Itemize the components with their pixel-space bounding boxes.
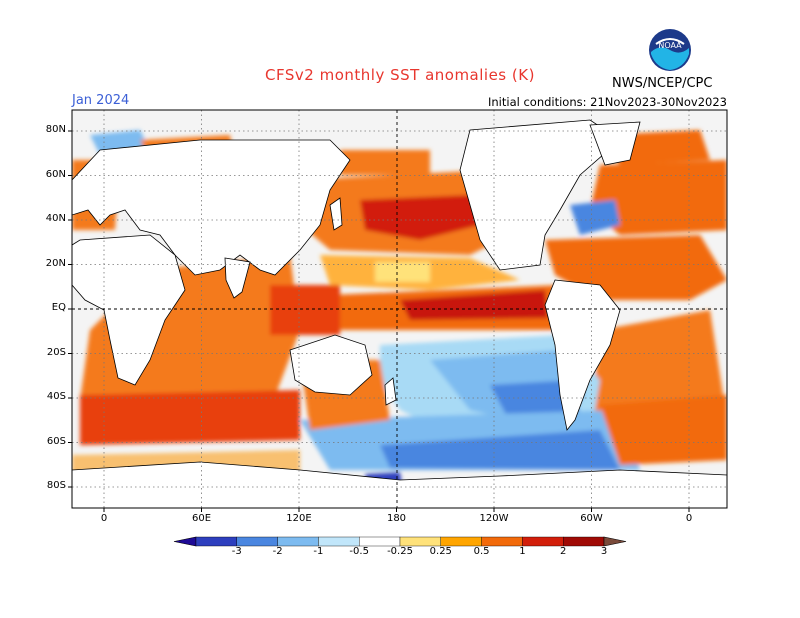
colorbar-label: -3	[231, 546, 242, 557]
anomaly-bering	[340, 150, 430, 175]
colorbar-box	[359, 536, 401, 547]
lat-label: 80N	[45, 124, 66, 135]
colorbar-box	[563, 536, 605, 547]
land-india	[224, 257, 251, 299]
colorbar-box	[318, 536, 360, 547]
lat-label: 40N	[45, 213, 66, 224]
colorbar-label: -2	[272, 546, 283, 557]
colorbar-label: 0.5	[473, 546, 490, 557]
forecast-month: Jan 2024	[72, 93, 130, 108]
colorbar-box	[481, 536, 523, 547]
colorbar-label: 2	[560, 546, 567, 557]
colorbar-label: 3	[600, 546, 608, 557]
land-japan	[329, 197, 343, 231]
lat-label: 60S	[46, 435, 66, 447]
initial-conditions: Initial conditions: 21Nov2023-30Nov2023	[487, 95, 727, 109]
lat-label: EQ	[51, 302, 66, 313]
colorbar-box	[277, 536, 319, 547]
colorbar-box	[195, 536, 237, 547]
lon-label: 0	[685, 513, 693, 524]
lon-label: 180	[386, 513, 407, 524]
land-greenland	[589, 121, 641, 166]
org-label: NWS/NCEP/CPC	[612, 76, 713, 91]
chart-title: CFSv2 monthly SST anomalies (K)	[265, 66, 535, 84]
lon-label: 60W	[580, 513, 603, 524]
lat-label: 20S	[46, 346, 66, 358]
lat-label: 80S	[46, 480, 66, 491]
lon-label: 120E	[286, 513, 312, 524]
anomaly-maritime-continent	[270, 285, 340, 335]
colorbar-label: -1	[313, 546, 324, 557]
land-australia	[289, 334, 373, 396]
anomaly-north-atlantic	[590, 160, 727, 235]
colorbar-box	[399, 536, 441, 547]
land-africa	[72, 234, 186, 386]
lon-label: 60E	[191, 513, 212, 524]
anomaly-north-pacific-core	[360, 195, 480, 240]
noaa-logo-text: NOAA	[658, 41, 682, 50]
land-south-america	[544, 279, 621, 431]
colorbar-label: -0.5	[349, 546, 369, 557]
lat-label: 20N	[45, 257, 66, 269]
anomaly-gulf-stream-cool	[570, 200, 620, 235]
lat-label: 60N	[45, 168, 66, 180]
colorbar-label: 0.25	[429, 546, 452, 557]
colorbar-high-arrow	[603, 536, 627, 547]
colorbar-label: 1	[519, 546, 526, 557]
noaa-logo: NOAA	[648, 28, 692, 72]
colorbar-box	[522, 536, 564, 547]
land-antarctica	[72, 461, 727, 508]
lon-label: 120W	[479, 513, 509, 524]
anomaly-southern-ocean-blue	[380, 430, 620, 470]
colorbar-label: -0.25	[387, 546, 413, 557]
colorbar-box	[440, 536, 482, 547]
lon-label: 0	[100, 513, 108, 524]
anomaly-nino-core	[400, 290, 548, 320]
colorbar-low-arrow	[173, 536, 197, 547]
anomaly-npac-yellow	[375, 262, 430, 282]
anomaly-south-indian-warm	[80, 390, 300, 445]
colorbar-box	[236, 536, 278, 547]
anomaly-south-atlantic-warm	[600, 395, 727, 465]
lat-label: 40S	[46, 391, 66, 402]
